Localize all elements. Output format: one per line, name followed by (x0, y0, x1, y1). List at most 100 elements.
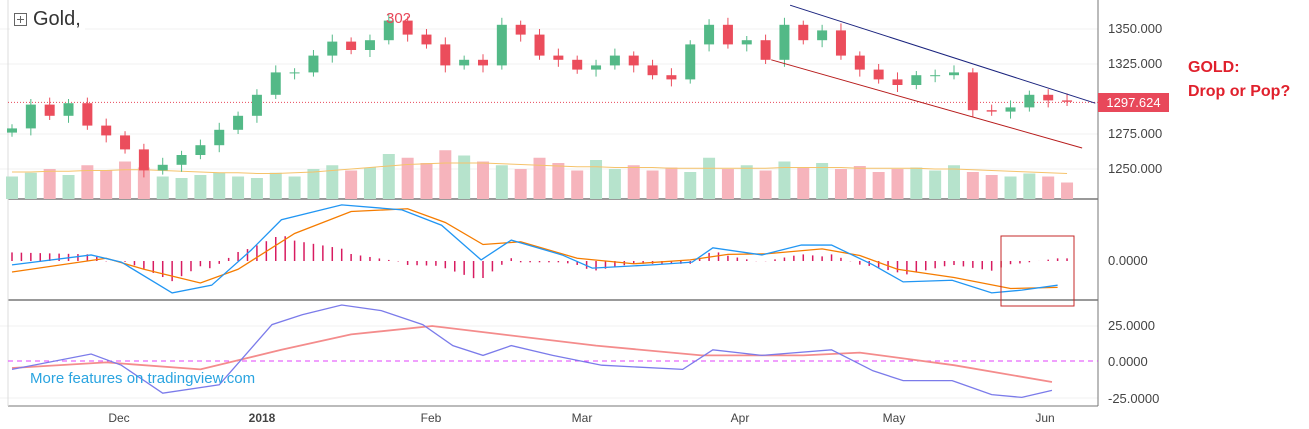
candle-body (176, 155, 187, 165)
candle-body (892, 79, 903, 85)
volume-bar (1004, 176, 1017, 199)
candle-body (967, 72, 978, 111)
volume-bar (156, 176, 169, 199)
volume-bar (6, 176, 18, 199)
current-price-tag: 1297.624 (1098, 93, 1169, 112)
candle-body (515, 24, 526, 35)
volume-ma-line (12, 162, 1068, 174)
volume-bar (100, 170, 113, 199)
trendline-upper (789, 4, 1096, 104)
volume-bar (740, 165, 753, 199)
candle-body (214, 129, 225, 146)
volume-bar (721, 169, 734, 199)
trendline-lower (771, 59, 1083, 149)
candle-body (63, 103, 74, 116)
volume-bar (966, 172, 979, 199)
volume-bar (213, 172, 226, 199)
candle-body (251, 94, 262, 116)
volume-bar (137, 167, 150, 199)
volume-bar (1042, 176, 1055, 199)
candle-body (722, 24, 733, 45)
symbol-legend[interactable]: Gold, (10, 6, 85, 33)
volume-bar (571, 170, 584, 199)
candle-body (628, 55, 639, 66)
volume-bar (797, 167, 810, 199)
watermark[interactable]: More features on tradingview.com (30, 370, 256, 387)
macd-signal-line (11, 208, 1058, 290)
high-marker-label: 302 (386, 10, 412, 27)
candle-body (496, 24, 507, 66)
volume-bar (326, 165, 339, 199)
x-tick: Mar (571, 411, 593, 425)
expand-icon[interactable] (14, 13, 27, 26)
candle-body (157, 164, 168, 171)
candle-body (1043, 94, 1054, 101)
osc-tick: 0.0000 (1108, 354, 1148, 369)
volume-bar (948, 165, 960, 199)
x-tick: Jun (1035, 411, 1055, 425)
candle-body (986, 110, 997, 112)
osc-tick: 25.0000 (1108, 318, 1155, 333)
candle-body (873, 69, 884, 80)
volume-bar (401, 157, 414, 199)
macd-line (11, 204, 1058, 294)
osc-red-line (11, 325, 1053, 383)
candle-body (1005, 107, 1016, 112)
candle-body (779, 24, 790, 60)
candle-body (949, 72, 959, 76)
volume-bar (175, 178, 188, 199)
volume-bar (307, 169, 320, 199)
candle-body (289, 72, 300, 74)
x-tick: Feb (420, 411, 442, 425)
candle-body (233, 115, 244, 130)
volume-bar (439, 150, 452, 199)
volume-bar (119, 161, 132, 199)
x-tick: 2018 (248, 411, 276, 425)
price-tick: 1325.000 (1108, 56, 1163, 71)
candle-body (1062, 100, 1073, 102)
price-tick: 1275.000 (1108, 126, 1163, 141)
volume-bar (1023, 173, 1036, 199)
volume-bar (81, 165, 94, 199)
candle-body (327, 41, 338, 56)
volume-bar (985, 175, 998, 199)
candle-body (138, 149, 149, 171)
volume-bar (816, 163, 829, 199)
volume-bar (477, 161, 489, 199)
candle-body (346, 41, 357, 50)
volume-bar (24, 172, 37, 199)
volume-bar (910, 167, 923, 199)
candle-body (572, 59, 583, 70)
candle-body (270, 72, 281, 95)
highlight-box (1000, 235, 1075, 307)
volume-bar (590, 160, 603, 199)
price-tick: 1250.000 (1108, 161, 1163, 176)
candle-body (44, 104, 55, 116)
candle-body (647, 65, 658, 76)
volume-bar (627, 165, 640, 199)
candle-body (741, 40, 752, 45)
volume-bar (382, 154, 395, 199)
candle-body (383, 20, 394, 41)
annotation-text: GOLD: Drop or Pop? (1188, 56, 1290, 104)
candle-body (25, 104, 36, 129)
volume-bar (665, 167, 678, 199)
candle-body (534, 34, 545, 56)
volume-bar (495, 165, 508, 199)
volume-bar (834, 169, 847, 199)
candle-body (817, 30, 828, 41)
candle-body (704, 24, 715, 45)
volume-bar (533, 157, 546, 199)
candle-body (911, 75, 922, 85)
x-tick: Dec (108, 411, 130, 425)
volume-bar (646, 170, 659, 199)
candle-body (7, 128, 17, 133)
volume-bar (608, 169, 621, 199)
candle-body (609, 55, 620, 66)
volume-bar (929, 170, 942, 199)
volume-bar (232, 176, 245, 199)
candle-body (760, 40, 771, 60)
price-tick: 1350.000 (1108, 21, 1163, 36)
candle-body (930, 75, 941, 77)
